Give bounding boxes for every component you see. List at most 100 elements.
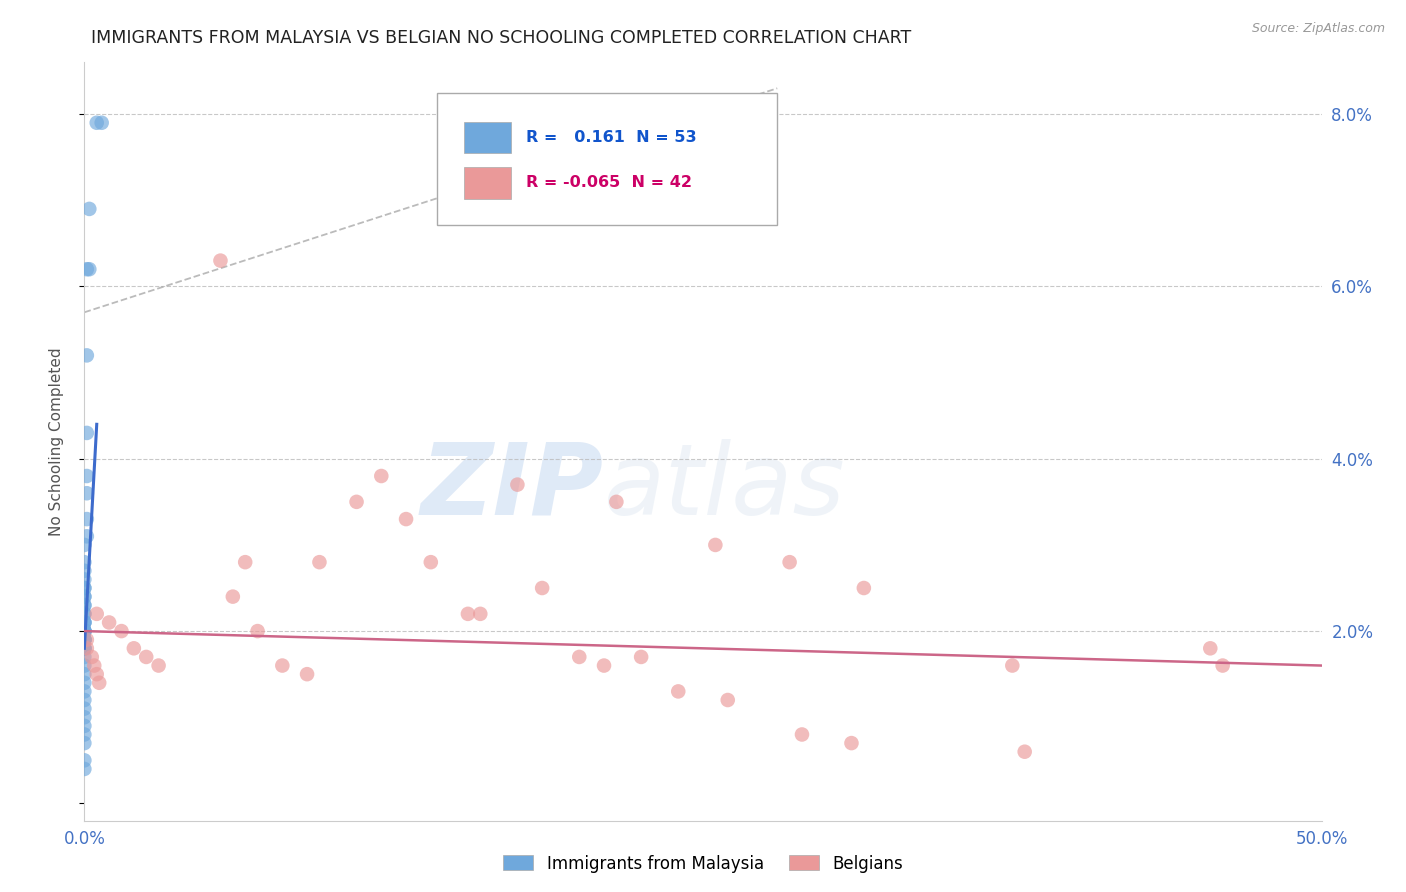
Point: [666, 684, 689, 698]
Point: [76, 425, 98, 440]
Point: [73, 641, 96, 656]
Point: [73, 641, 96, 656]
Point: [73, 624, 96, 639]
Point: [841, 736, 863, 750]
Point: [1212, 658, 1234, 673]
Point: [605, 495, 627, 509]
Point: [76, 632, 98, 647]
Point: [73, 632, 96, 647]
Point: [76, 529, 98, 543]
Point: [73, 538, 96, 552]
Point: [73, 649, 96, 664]
Point: [73, 590, 96, 604]
Point: [89, 675, 111, 690]
Point: [135, 649, 157, 664]
Point: [73, 658, 96, 673]
Y-axis label: No Schooling Completed: No Schooling Completed: [49, 347, 63, 536]
FancyBboxPatch shape: [437, 93, 778, 226]
Text: atlas: atlas: [605, 439, 845, 535]
Point: [73, 599, 96, 613]
Point: [73, 581, 96, 595]
Point: [73, 701, 96, 715]
Point: [73, 573, 96, 587]
Point: [704, 538, 727, 552]
Point: [73, 615, 96, 630]
Point: [470, 607, 492, 621]
Point: [73, 624, 96, 639]
Point: [73, 693, 96, 707]
Text: Source: ZipAtlas.com: Source: ZipAtlas.com: [1251, 22, 1385, 36]
Point: [73, 624, 96, 639]
Point: [73, 641, 96, 656]
Point: [308, 555, 330, 569]
Point: [717, 693, 740, 707]
Point: [73, 727, 96, 741]
Point: [76, 348, 98, 362]
Point: [370, 469, 392, 483]
Legend: Immigrants from Malaysia, Belgians: Immigrants from Malaysia, Belgians: [496, 848, 910, 880]
Point: [76, 641, 98, 656]
Point: [148, 658, 170, 673]
Point: [779, 555, 801, 569]
Point: [73, 632, 96, 647]
Bar: [464, 167, 512, 199]
Point: [630, 649, 652, 664]
Point: [222, 590, 245, 604]
Point: [110, 624, 132, 639]
Point: [233, 555, 256, 569]
Point: [295, 667, 318, 681]
Point: [98, 615, 121, 630]
Point: [76, 486, 98, 500]
Text: R =   0.161  N = 53: R = 0.161 N = 53: [526, 130, 697, 145]
Point: [76, 262, 98, 277]
Point: [346, 495, 368, 509]
Point: [73, 564, 96, 578]
Point: [568, 649, 591, 664]
Point: [73, 641, 96, 656]
Point: [73, 632, 96, 647]
Point: [83, 658, 105, 673]
Point: [73, 762, 96, 776]
Point: [73, 624, 96, 639]
Point: [86, 116, 108, 130]
Point: [73, 590, 96, 604]
Point: [852, 581, 875, 595]
Point: [73, 555, 96, 569]
Point: [73, 615, 96, 630]
Point: [73, 599, 96, 613]
Point: [73, 607, 96, 621]
Point: [73, 632, 96, 647]
Point: [246, 624, 269, 639]
Point: [457, 607, 479, 621]
Point: [73, 753, 96, 767]
Point: [90, 116, 112, 130]
Point: [395, 512, 418, 526]
Bar: [464, 121, 512, 153]
Point: [73, 675, 96, 690]
Point: [790, 727, 813, 741]
Point: [73, 710, 96, 724]
Point: [593, 658, 616, 673]
Point: [86, 667, 108, 681]
Point: [73, 667, 96, 681]
Point: [73, 607, 96, 621]
Point: [271, 658, 294, 673]
Point: [73, 719, 96, 733]
Point: [531, 581, 554, 595]
Point: [506, 477, 529, 491]
Point: [73, 736, 96, 750]
Point: [1001, 658, 1024, 673]
Point: [76, 512, 98, 526]
Text: IMMIGRANTS FROM MALAYSIA VS BELGIAN NO SCHOOLING COMPLETED CORRELATION CHART: IMMIGRANTS FROM MALAYSIA VS BELGIAN NO S…: [90, 29, 911, 47]
Point: [122, 641, 145, 656]
Point: [209, 253, 232, 268]
Point: [1014, 745, 1036, 759]
Text: ZIP: ZIP: [420, 439, 605, 535]
Point: [73, 684, 96, 698]
Point: [73, 615, 96, 630]
Point: [86, 607, 108, 621]
Point: [79, 202, 101, 216]
Point: [419, 555, 441, 569]
Point: [76, 469, 98, 483]
Point: [73, 624, 96, 639]
